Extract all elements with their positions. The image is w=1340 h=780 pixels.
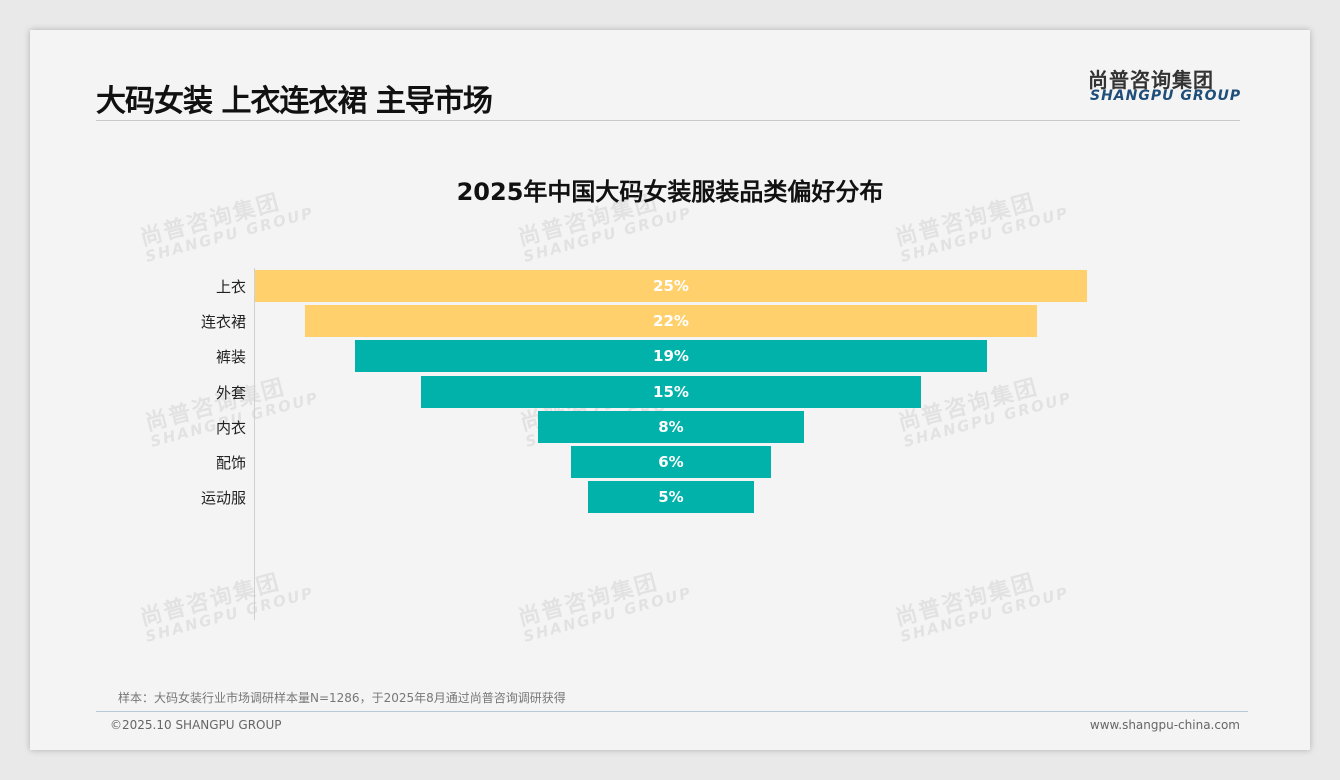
logo-cn: 尚普咨询集团 [1088, 68, 1214, 92]
category-label: 配饰 [215, 454, 246, 472]
category-label: 运动服 [200, 489, 246, 508]
category-label: 上衣 [215, 278, 246, 296]
copyright: ©2025.10 SHANGPU GROUP [110, 718, 282, 732]
footer-divider [96, 711, 1248, 712]
data-label: 15% [653, 382, 689, 401]
funnel-bar: 5% [587, 481, 755, 514]
funnel-bar: 6% [571, 446, 771, 478]
data-label: 5% [658, 488, 684, 507]
data-label: 22% [653, 312, 689, 331]
funnel-bar: 15% [421, 375, 921, 408]
category-label: 裤装 [215, 348, 246, 367]
funnel-bar: 22% [304, 305, 1038, 338]
funnel-bar: 25% [255, 270, 1087, 302]
data-label: 25% [653, 277, 689, 295]
funnel-bar: 19% [354, 340, 988, 373]
category-label: 外套 [215, 383, 246, 402]
sample-note: 样本：大码女装行业市场调研样本量N=1286，于2025年8月通过尚普咨询调研获… [118, 691, 566, 705]
website-link[interactable]: www.shangpu-china.com [1089, 718, 1240, 732]
header-divider [96, 120, 1240, 121]
category-label: 内衣 [215, 418, 246, 437]
page-title: 大码女装 上衣连衣裙 主导市场 [96, 84, 493, 119]
logo-en: SHANGPU GROUP [1090, 88, 1242, 104]
data-label: 8% [658, 417, 684, 436]
data-label: 19% [653, 347, 689, 366]
category-axis [254, 268, 255, 620]
category-label: 连衣裙 [200, 313, 246, 332]
data-label: 6% [658, 453, 684, 471]
chart-title: 2025年中国大码女装服装品类偏好分布 [456, 178, 884, 206]
funnel-bar: 8% [537, 410, 805, 443]
